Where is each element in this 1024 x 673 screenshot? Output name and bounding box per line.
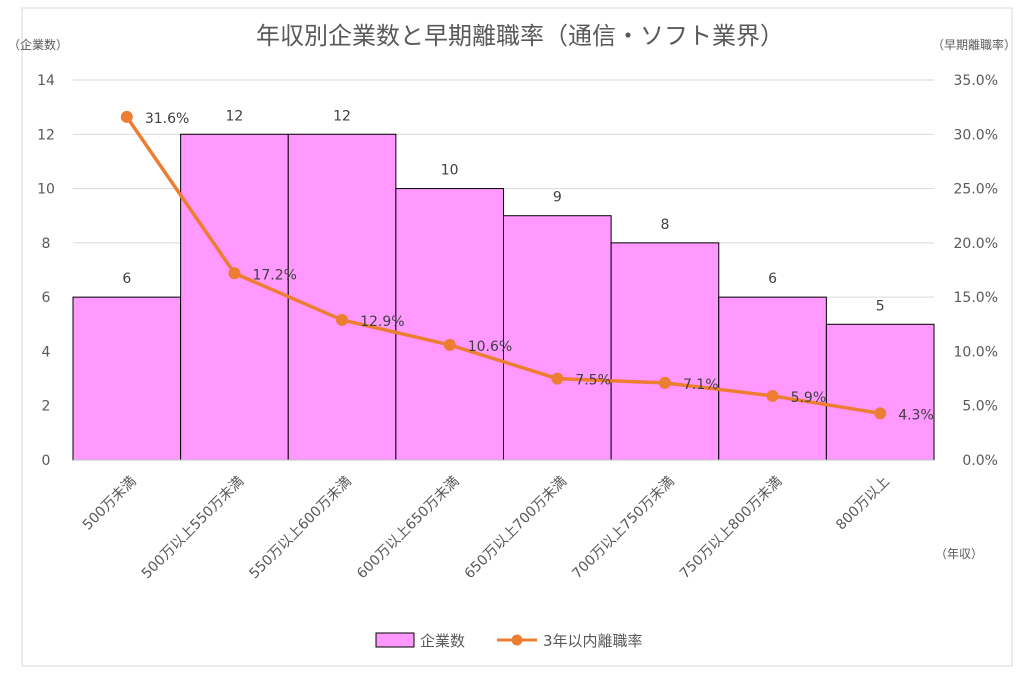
bar-layer	[72, 133, 935, 461]
legend-swatch-marker	[511, 634, 523, 646]
y-right-tick-label: 20.0%	[954, 236, 998, 252]
y-left-tick-label: 6	[42, 290, 51, 306]
legend: 企業数 3年以内離職率	[375, 632, 643, 650]
line-point	[120, 110, 133, 123]
y-right-tick-label: 35.0%	[954, 73, 998, 89]
line-point	[766, 389, 779, 402]
line-value-label: 12.9%	[360, 314, 404, 330]
bar-value-label: 8	[660, 217, 669, 233]
series-line	[125, 115, 881, 416]
bar-value-label: 12	[226, 108, 244, 124]
left-axis-unit: （企業数）	[8, 37, 68, 52]
bar	[180, 133, 289, 461]
line-value-label: 7.1%	[683, 377, 719, 393]
line-value-label: 31.6%	[145, 111, 189, 127]
y-right-tick-label: 15.0%	[954, 290, 998, 306]
bar-value-label: 6	[122, 271, 131, 287]
y-left-tick-label: 8	[42, 236, 51, 252]
y-left-tick-label: 4	[42, 344, 51, 360]
x-axis-unit: （年収）	[935, 547, 983, 561]
y-left-tick-label: 10	[37, 182, 55, 198]
line-value-label: 17.2%	[252, 267, 296, 283]
bar	[718, 296, 827, 461]
bar	[287, 133, 397, 461]
line-point	[228, 267, 241, 280]
line-layer	[120, 110, 887, 420]
bar	[503, 215, 612, 461]
line-value-label: 7.5%	[575, 373, 611, 389]
bar-value-label: 12	[333, 108, 351, 124]
label-layer: 6 12 12 10 9 8 6 5 31.6% 17.2% 12.9% 10.6% 7.5% 7.1% 5…	[122, 108, 933, 423]
legend-label-line: 3年以内離職率	[543, 632, 643, 650]
y-right-tick-label: 0.0%	[962, 453, 998, 469]
line-point	[443, 338, 456, 351]
legend-label-bar: 企業数	[420, 632, 465, 650]
y-left-tick-label: 12	[37, 127, 55, 143]
legend-swatch-bar	[375, 632, 415, 648]
line-point	[551, 372, 564, 385]
line-point	[336, 313, 349, 326]
chart-title: 年収別企業数と早期離職率（通信・ソフト業界）	[256, 22, 784, 50]
y-right-tick-label: 10.0%	[954, 344, 998, 360]
bar-value-label: 9	[553, 190, 562, 206]
line-point	[658, 376, 671, 389]
line-value-label: 10.6%	[468, 339, 512, 355]
line-value-label: 5.9%	[791, 390, 827, 406]
bar-value-label: 10	[441, 163, 459, 179]
y-left-tick-label: 2	[42, 399, 51, 415]
right-axis-unit: （早期離職率）	[932, 37, 1016, 52]
y-right-tick-label: 5.0%	[962, 399, 998, 415]
line-value-label: 4.3%	[898, 407, 934, 423]
bar-value-label: 5	[876, 298, 885, 314]
line-point	[874, 407, 887, 420]
y-right-tick-label: 25.0%	[954, 182, 998, 198]
bar	[72, 296, 182, 461]
y-left-tick-label: 0	[42, 453, 51, 469]
bar-value-label: 6	[768, 271, 777, 287]
y-right-tick-label: 30.0%	[954, 127, 998, 143]
bar	[395, 188, 504, 461]
y-left-tick-label: 14	[37, 73, 55, 89]
bar	[825, 323, 935, 461]
bar	[610, 242, 720, 461]
